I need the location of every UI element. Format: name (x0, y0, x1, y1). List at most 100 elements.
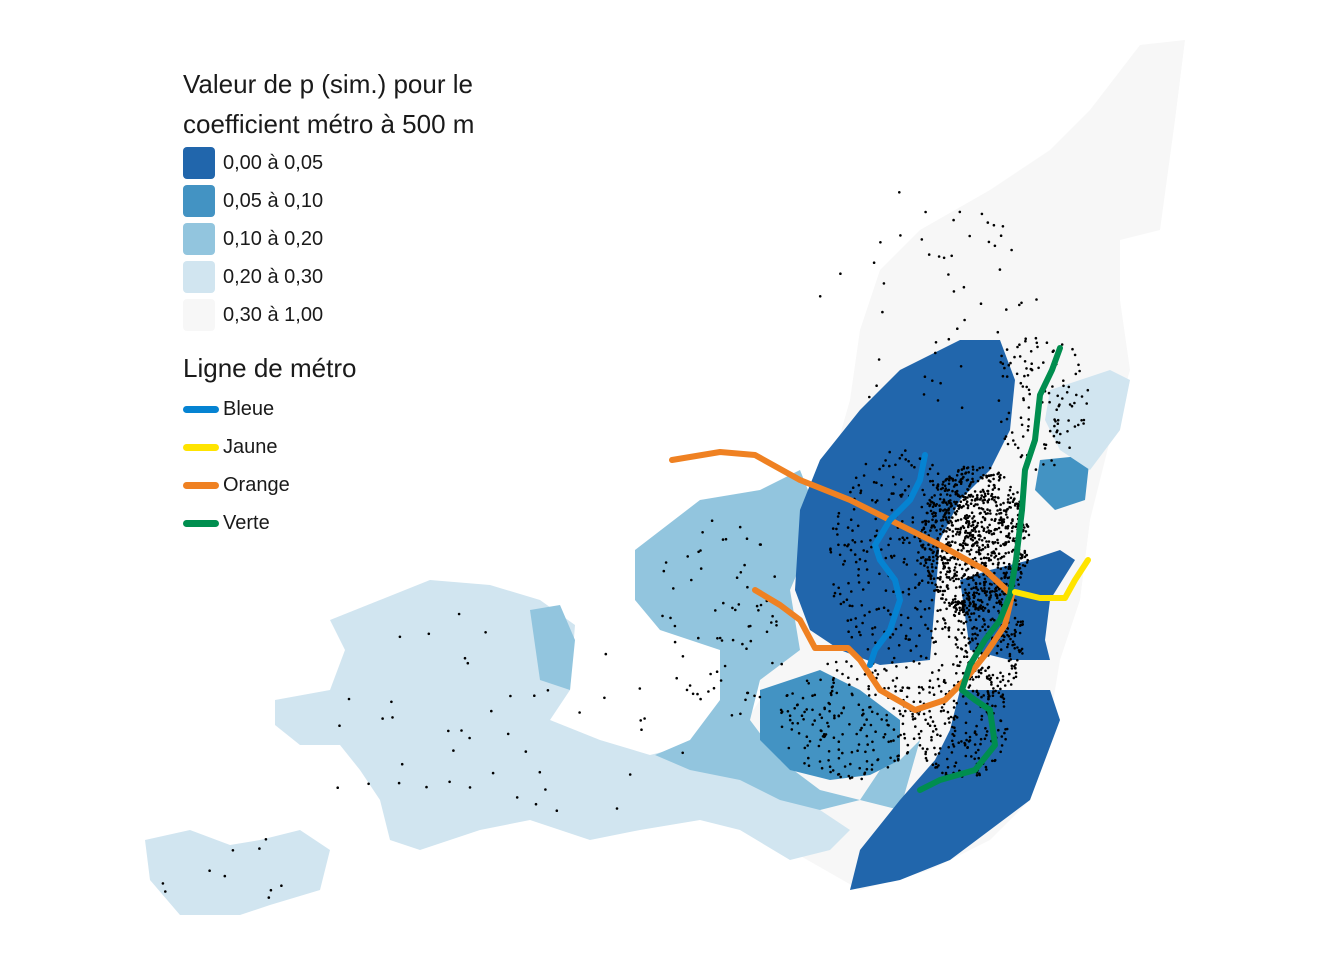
observation-point (988, 509, 992, 512)
observation-point (1004, 525, 1008, 529)
legend-metro-label: Orange (223, 473, 290, 496)
observation-point (899, 234, 902, 237)
legend-p-value: Valeur de p (sim.) pour le coefficient m… (183, 64, 543, 542)
observation-point (888, 450, 891, 454)
observation-point (1021, 385, 1025, 388)
observation-point (1007, 565, 1011, 569)
observation-point (960, 472, 964, 476)
observation-point (952, 718, 956, 721)
observation-point (898, 191, 901, 194)
observation-point (720, 639, 724, 642)
observation-point (1034, 336, 1038, 340)
observation-point (1057, 441, 1061, 445)
observation-point (538, 770, 542, 774)
observation-point (1008, 505, 1011, 509)
observation-point (1002, 476, 1006, 479)
observation-point (771, 614, 774, 618)
legend-metro-row: Orange (183, 466, 543, 504)
observation-point (1004, 566, 1007, 569)
observation-point (983, 498, 986, 502)
observation-point (911, 712, 914, 716)
observation-point (1023, 526, 1026, 529)
observation-point (1001, 693, 1005, 696)
observation-point (947, 635, 951, 639)
observation-point (973, 490, 977, 493)
observation-point (927, 253, 931, 256)
observation-point (847, 676, 850, 679)
observation-point (871, 627, 874, 630)
observation-point (870, 545, 873, 549)
observation-point (805, 735, 809, 738)
observation-point (978, 772, 981, 775)
observation-point (931, 518, 934, 522)
observation-point (930, 548, 933, 552)
observation-point (1006, 627, 1010, 630)
observation-point (866, 648, 870, 651)
observation-point (914, 606, 917, 610)
observation-point (1004, 552, 1007, 555)
legend-metro-label: Bleue (223, 397, 275, 420)
observation-point (846, 526, 850, 529)
observation-point (981, 466, 985, 469)
observation-point (968, 601, 972, 604)
observation-point (989, 529, 993, 533)
observation-point (874, 501, 877, 504)
observation-point (977, 551, 981, 554)
observation-point (578, 711, 581, 714)
observation-point (690, 578, 693, 582)
observation-point (987, 559, 991, 562)
observation-point (959, 478, 963, 482)
observation-point (1019, 553, 1023, 556)
observation-point (675, 676, 678, 680)
observation-point (986, 691, 990, 694)
observation-point (935, 588, 938, 592)
observation-point (1021, 652, 1024, 655)
observation-point (892, 554, 896, 558)
observation-point (921, 528, 924, 532)
observation-point (941, 627, 944, 631)
observation-point (962, 621, 966, 625)
observation-point (936, 399, 940, 402)
observation-point (931, 479, 934, 483)
observation-point (673, 624, 677, 628)
observation-point (1051, 385, 1054, 388)
observation-point (934, 514, 937, 517)
observation-point (859, 633, 862, 637)
observation-point (890, 508, 894, 512)
observation-point (723, 664, 727, 668)
observation-point (968, 710, 972, 713)
observation-point (972, 520, 975, 523)
observation-point (919, 654, 923, 658)
observation-point (1021, 435, 1025, 438)
observation-point (807, 756, 810, 760)
observation-point (491, 771, 495, 775)
observation-point (960, 740, 963, 743)
observation-point (1010, 431, 1014, 434)
observation-point (999, 640, 1003, 643)
observation-point (819, 738, 822, 742)
observation-point (958, 585, 962, 588)
observation-point (858, 558, 862, 561)
observation-point (980, 525, 984, 529)
observation-point (897, 644, 901, 647)
observation-point (931, 505, 935, 509)
observation-point (1026, 428, 1030, 432)
observation-point (1020, 572, 1023, 575)
observation-point (1068, 403, 1072, 406)
observation-point (924, 561, 928, 565)
observation-point (911, 516, 915, 519)
observation-point (945, 511, 948, 514)
observation-point (734, 608, 737, 612)
observation-point (1016, 620, 1020, 624)
observation-point (930, 563, 934, 566)
observation-point (955, 638, 959, 641)
observation-point (993, 528, 996, 532)
observation-point (900, 478, 903, 481)
observation-point (818, 760, 822, 763)
observation-point (1078, 369, 1081, 373)
observation-point (1007, 532, 1011, 535)
observation-point (918, 634, 921, 637)
observation-point (834, 660, 838, 664)
observation-point (895, 676, 899, 680)
observation-point (880, 484, 883, 487)
